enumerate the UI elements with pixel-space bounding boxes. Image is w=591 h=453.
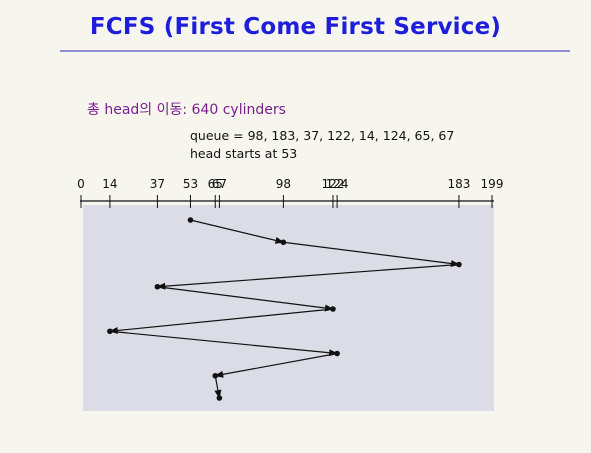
request-point	[330, 306, 336, 312]
axis-tick-label: 122	[322, 177, 345, 191]
movement-segment	[157, 286, 334, 312]
axis-tick-label: 183	[448, 177, 471, 191]
movement-segment	[108, 308, 334, 334]
head-path	[107, 217, 462, 401]
axis-tick-label: 67	[212, 177, 227, 191]
head-start-text: head starts at 53	[190, 146, 298, 161]
axis-tick-label: 37	[150, 177, 165, 191]
request-point	[107, 328, 113, 335]
request-point	[334, 350, 340, 357]
request-point	[187, 217, 194, 223]
movement-segment	[214, 352, 338, 378]
axis-tick-label: 65	[208, 177, 223, 191]
axis-tick-label: 98	[276, 177, 291, 191]
request-point	[154, 283, 161, 290]
movement-segment	[283, 241, 460, 267]
total-head-movement: 총 head의 이동: 640 cylinders	[87, 102, 286, 118]
axis-tick-label: 199	[481, 177, 504, 191]
request-point	[456, 261, 462, 268]
queue-text: queue = 98, 183, 37, 122, 14, 124, 65, 6…	[190, 128, 455, 143]
title-underline	[60, 50, 570, 52]
request-point	[216, 395, 223, 401]
movement-segment	[190, 219, 285, 244]
axis-tick-label: 0	[77, 177, 85, 191]
slide-title: FCFS (First Come First Service)	[89, 14, 502, 40]
request-point	[212, 372, 219, 379]
diagram-panel	[83, 205, 494, 411]
movement-segment	[214, 375, 222, 399]
axis-tick-label: 53	[183, 177, 198, 191]
axis-tick-label: 124	[326, 177, 349, 191]
axis-tick-label: 14	[102, 177, 117, 191]
movement-segment	[109, 330, 339, 357]
request-point	[280, 239, 287, 246]
movement-segment	[156, 263, 459, 290]
